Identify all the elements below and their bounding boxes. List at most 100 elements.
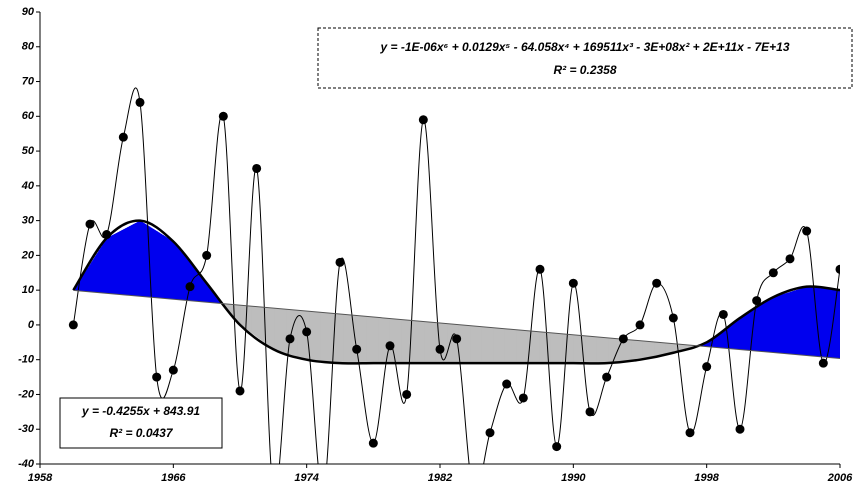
data-point <box>102 230 112 240</box>
fit-gap-shade <box>450 323 454 364</box>
data-point <box>235 386 245 396</box>
data-point <box>835 264 840 274</box>
fit-gap-shade <box>464 325 467 364</box>
fit-gap-shade <box>435 322 438 364</box>
data-point <box>185 282 195 292</box>
fit-gap-shade <box>542 332 546 364</box>
plot-area <box>68 87 840 464</box>
y-tick-label: 0 <box>28 319 35 331</box>
fit-gap-shade <box>395 318 398 364</box>
fit-gap-shade <box>811 287 814 357</box>
y-tick-label: 40 <box>21 180 35 192</box>
fit-gap-shade <box>207 284 210 303</box>
fit-gap-shade <box>157 231 161 299</box>
fit-gap-shade <box>623 339 626 362</box>
fit-gap-shade <box>818 287 822 357</box>
fit-gap-shade <box>318 312 322 362</box>
data-point <box>368 438 378 448</box>
fit-gap-shade <box>792 290 795 355</box>
fit-gap-shade <box>127 226 130 296</box>
fit-gap-shade <box>657 342 661 356</box>
fit-gap-shade <box>577 335 580 364</box>
data-point <box>418 115 428 125</box>
x-tick-label: 1990 <box>561 472 586 484</box>
fit-gap-shade <box>682 344 686 350</box>
fit-gap-shade <box>167 237 170 299</box>
fit-gap-shade <box>830 289 833 358</box>
fit-gap-shade <box>155 230 159 298</box>
fit-gap-shade <box>748 311 751 351</box>
data-point <box>435 344 445 354</box>
fit-gap-shade <box>332 313 335 363</box>
fit-gap-shade <box>255 306 258 338</box>
fit-gap-shade <box>284 309 287 354</box>
fit-gap-shade <box>496 327 500 364</box>
fit-gap-shade <box>558 333 561 364</box>
fit-gap-shade <box>629 339 632 361</box>
data-point <box>585 407 595 417</box>
x-tick-label: 1998 <box>694 472 719 484</box>
fit-gap-shade <box>579 335 582 364</box>
fit-gap-shade <box>238 305 241 325</box>
fit-gap-shade <box>399 319 402 364</box>
fit-gap-shade <box>366 316 369 364</box>
fit-gap-shade <box>272 308 276 350</box>
fit-gap-shade <box>719 331 722 348</box>
data-point <box>635 320 645 330</box>
fit-gap-shade <box>230 304 233 316</box>
fit-gap-shade <box>111 234 115 294</box>
fit-gap-shade <box>470 325 473 364</box>
fit-gap-shade <box>552 332 555 364</box>
fit-gap-shade <box>573 334 576 364</box>
fit-gap-shade <box>337 313 341 364</box>
fit-gap-shade <box>196 269 199 302</box>
fit-gap-shade <box>309 311 312 361</box>
fit-gap-shade <box>460 324 463 364</box>
fit-gap-shade <box>82 272 86 292</box>
fit-gap-shade <box>726 326 730 349</box>
fit-gap-shade <box>541 331 544 364</box>
fit-gap-shade <box>539 331 542 364</box>
fit-gap-shade <box>633 340 636 361</box>
fit-gap-shade <box>669 343 672 354</box>
fit-gap-shade <box>144 223 147 297</box>
fit-gap-shade <box>554 333 557 364</box>
data-point <box>352 344 362 354</box>
fit-gap-shade <box>680 344 684 351</box>
fit-gap-shade <box>533 331 536 364</box>
fit-gap-shade <box>266 307 270 346</box>
fit-gap-shade <box>259 306 262 341</box>
fit-gap-shade <box>404 319 408 364</box>
poly-r2: R² = 0.2358 <box>553 63 616 77</box>
fit-gap-shade <box>416 320 419 364</box>
fit-gap-shade <box>335 313 339 363</box>
fit-gap-shade <box>163 235 166 299</box>
fit-gap-shade <box>240 305 243 327</box>
x-tick-label: 1974 <box>294 472 318 484</box>
fit-gap-shade <box>454 324 458 364</box>
fit-gap-shade <box>178 248 182 300</box>
fit-gap-shade <box>247 305 251 332</box>
data-point <box>385 341 395 351</box>
fit-gap-shade <box>422 321 425 364</box>
fit-gap-shade <box>380 317 383 364</box>
data-point <box>652 278 662 288</box>
data-point <box>568 278 578 288</box>
fit-gap-shade <box>732 321 736 350</box>
fit-gap-shade <box>780 294 783 354</box>
data-point <box>202 250 212 260</box>
fit-gap-shade <box>795 289 799 355</box>
poly-equation: y = -1E-06x⁶ + 0.0129x⁵ - 64.058x⁴ + 169… <box>379 40 789 54</box>
fit-gap-shade <box>299 310 302 359</box>
data-point <box>452 334 462 344</box>
fit-gap-shade <box>485 326 488 364</box>
fit-gap-shade <box>832 289 835 358</box>
fit-gap-shade <box>797 288 801 355</box>
y-tick-label: -40 <box>18 458 35 470</box>
x-tick-label: 2006 <box>827 472 853 484</box>
fit-gap-shade <box>610 338 613 363</box>
fit-gap-shade <box>548 332 552 364</box>
fit-gap-shade <box>673 343 676 353</box>
fit-gap-shade <box>132 223 136 296</box>
fit-gap-shade <box>253 306 256 337</box>
